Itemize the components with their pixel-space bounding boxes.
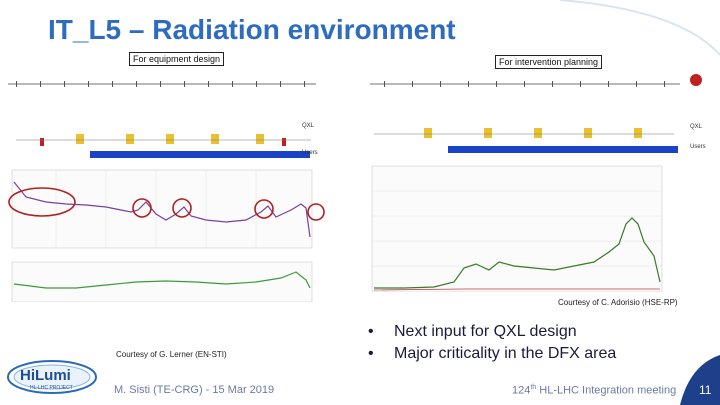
- right-users-label: Users: [690, 144, 706, 150]
- page-number-corner: [680, 355, 720, 405]
- svg-text:HL-LHC PROJECT: HL-LHC PROJECT: [30, 385, 73, 391]
- right-figure-graphics: [370, 74, 702, 293]
- right-figure: QXL Users: [364, 56, 720, 293]
- hilumi-logo: HiLumi HL-LHC PROJECT: [6, 356, 98, 398]
- label-equipment-design: For equipment design: [129, 52, 225, 66]
- left-users-label: Users: [302, 150, 318, 156]
- courtesy-left: Courtesy of G. Lerner (EN-STI): [116, 350, 227, 359]
- footer-meeting-number: 124: [512, 384, 531, 397]
- footer-meeting-sup: th: [530, 384, 537, 391]
- bullet-item: • Next input for QXL design: [368, 321, 616, 343]
- slide-title: IT_L5 – Radiation environment: [48, 14, 456, 45]
- bullet-list: • Next input for QXL design • Major critic…: [368, 321, 616, 365]
- left-figure: QXL Users: [6, 52, 350, 303]
- bullet-marker: •: [368, 345, 374, 362]
- bullet-text: Major criticality in the DFX area: [394, 345, 617, 362]
- fluence-curve: [13, 271, 311, 289]
- label-intervention-planning: For intervention planning: [495, 55, 603, 69]
- dose-rate-curve: [374, 217, 661, 289]
- corner-arc-decoration: [560, 0, 720, 56]
- left-figure-graphics: [8, 74, 350, 303]
- left-qxl-label: QXL: [302, 123, 315, 129]
- bullet-text: Next input for QXL design: [394, 323, 577, 340]
- svg-text:HiLumi: HiLumi: [20, 367, 71, 384]
- footer-author-date: M. Sisti (TE-CRG) - 15 Mar 2019: [114, 384, 275, 396]
- bullet-item: • Major criticality in the DFX area: [368, 343, 616, 365]
- page-number: 11: [699, 383, 712, 397]
- bullet-marker: •: [368, 323, 374, 340]
- courtesy-right: Courtesy of C. Adorisio (HSE-RP): [558, 298, 678, 307]
- footer-meeting: 124th HL-LHC Integration meeting: [512, 384, 676, 397]
- right-qxl-label: QXL: [690, 124, 703, 130]
- footer-meeting-name: HL-LHC Integration meeting: [536, 384, 677, 397]
- hilumi-logo-graphic: HiLumi HL-LHC PROJECT: [7, 360, 97, 394]
